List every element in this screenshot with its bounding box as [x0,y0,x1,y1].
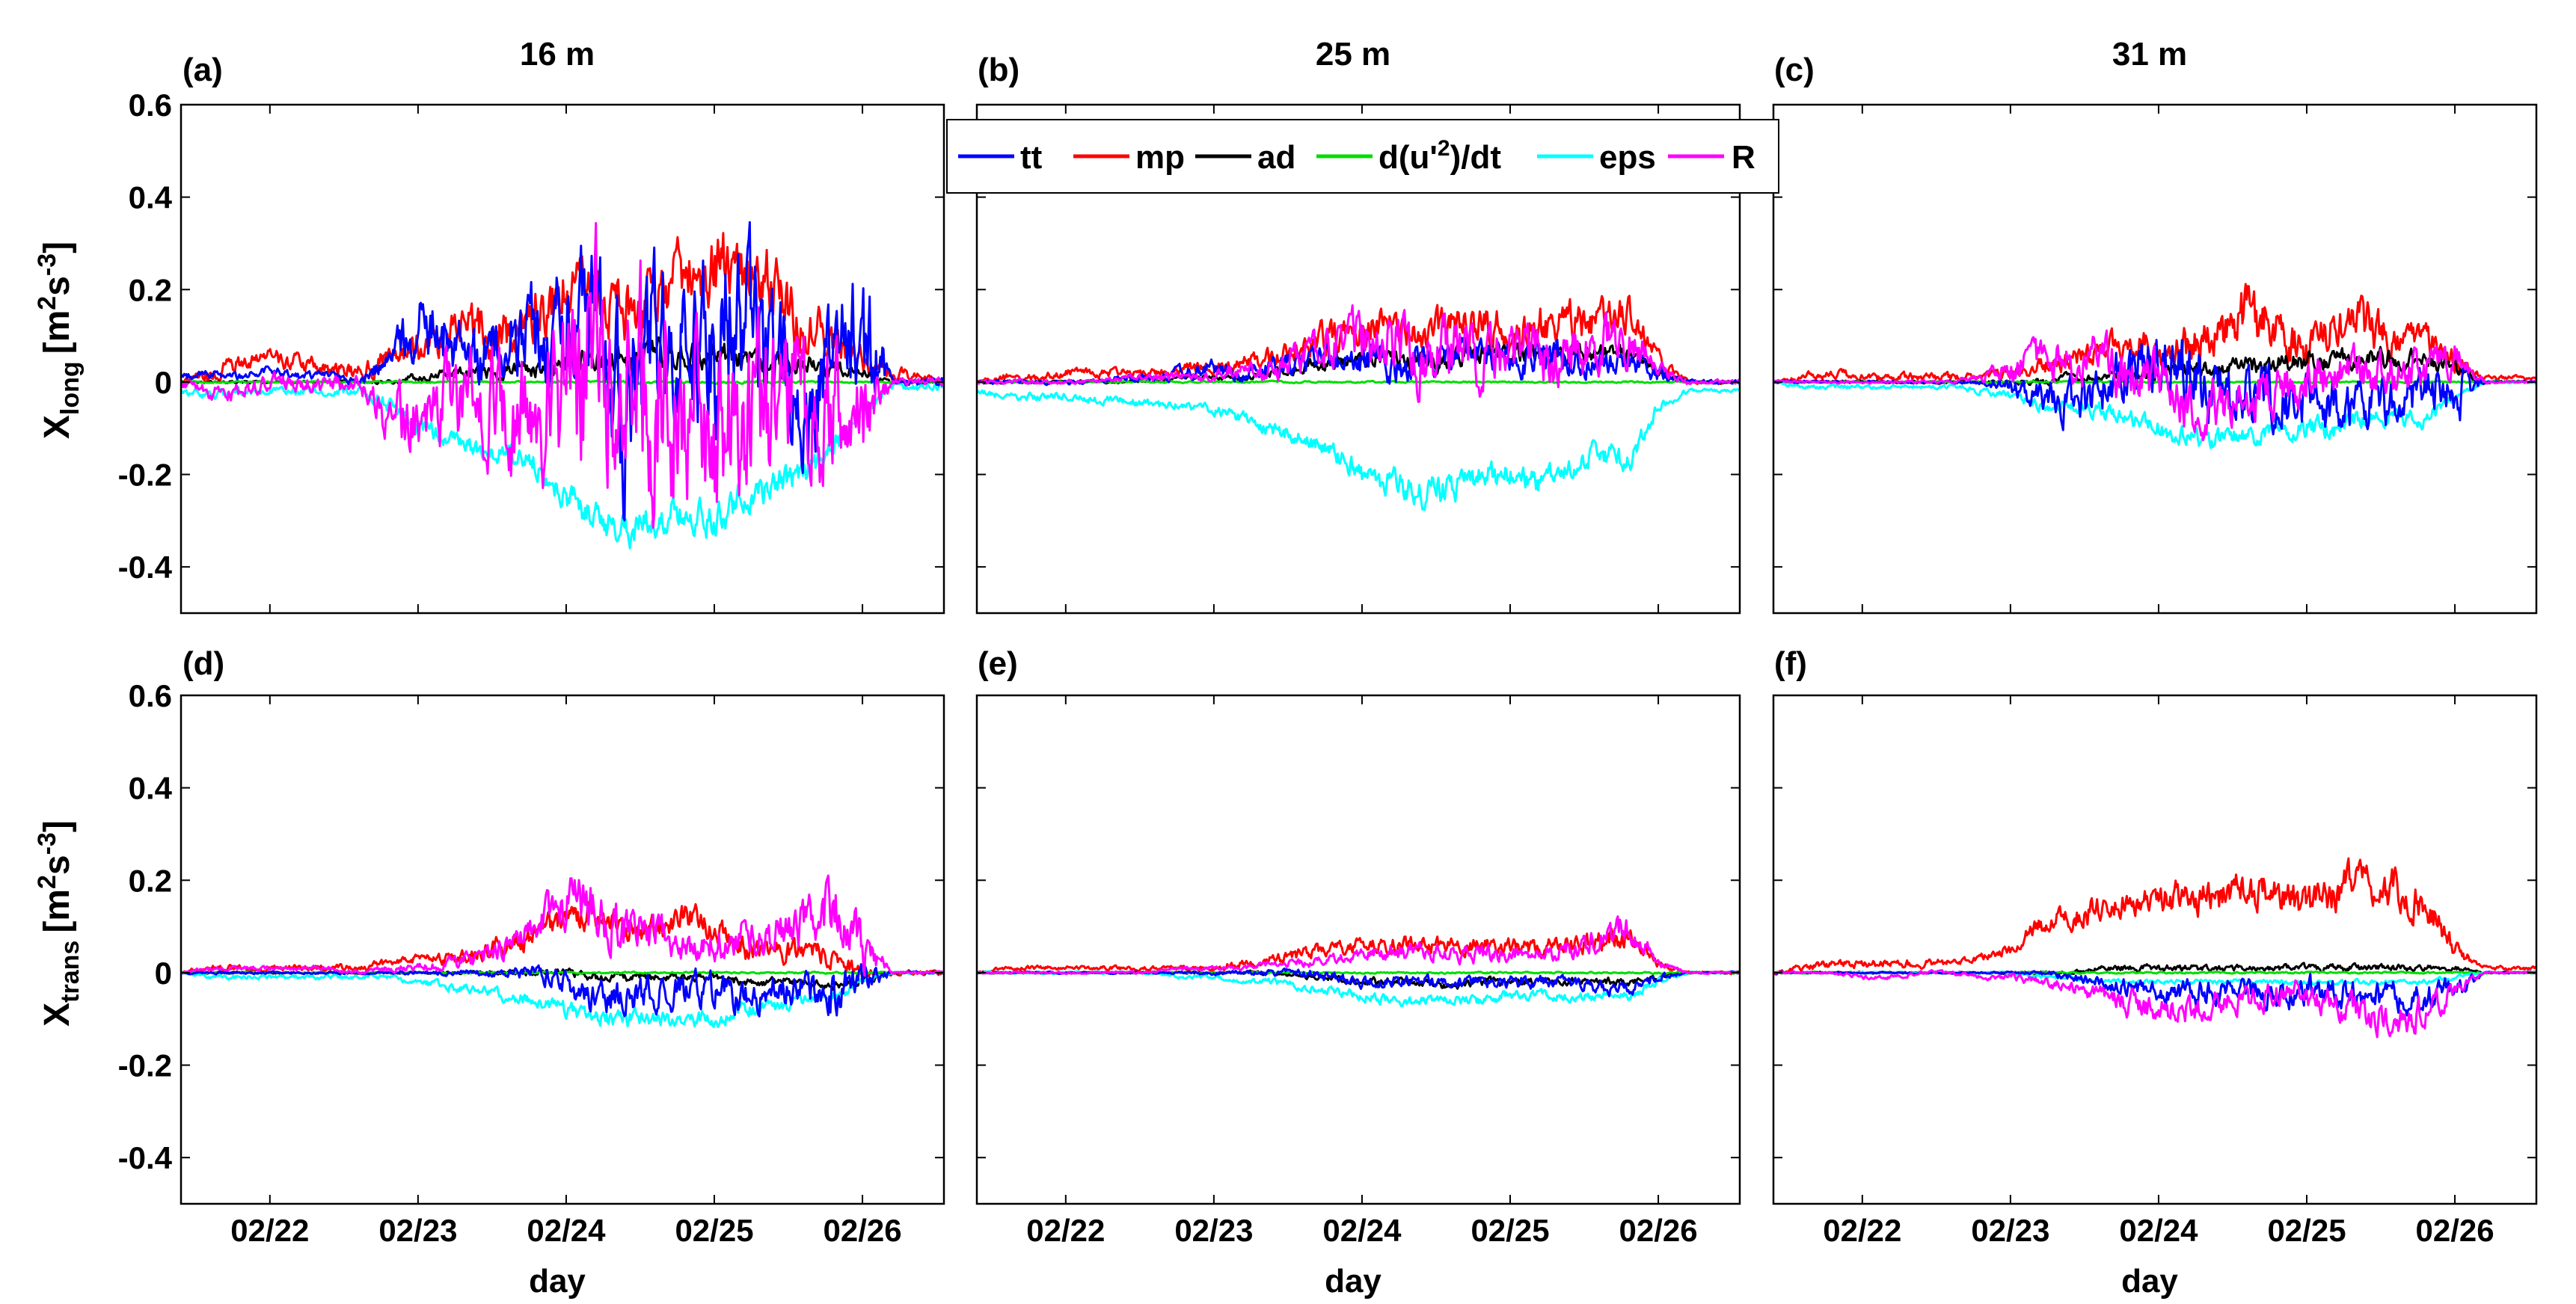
panels: 0.6 0.4 0.2 0 -0.2 -0.4 0.6 0.4 0.2 0 -0.2 -0.4 02/2… [118,87,2538,1248]
ylabel-bottom: Xtrans[m2s-3] [33,820,85,1027]
axes-frame-a [180,103,945,615]
xtick-label-d: 02/26 [824,1213,902,1248]
legend-label-eps: eps [1599,139,1656,176]
panel-f: 02/22 02/23 02/24 02/25 02/26 [1772,694,2538,1248]
xlabel-col2: day [1325,1263,1381,1300]
series-mp-e [977,926,1740,976]
plot-area-d [181,695,944,1204]
series-R-f [1773,969,2536,1039]
panel-label-a: (a) [183,52,223,88]
axes-frame-e [975,694,1741,1205]
legend-label-ad: ad [1257,139,1295,176]
ytick-label-a: 0.4 [129,180,173,215]
series-group-c [1773,283,2536,449]
column-title-25m: 25 m [1316,36,1390,73]
panel-a: 0.6 0.4 0.2 0 -0.2 -0.4 [118,87,945,615]
ytick-label-d: 0.2 [129,863,172,898]
series-tt-f [1773,970,2536,1017]
xtick-label-d: 02/24 [527,1213,606,1248]
series-mp-f [1773,857,2536,976]
xlabel-col1: day [529,1263,586,1300]
legend-label-tt: tt [1020,139,1043,176]
xtick-label-e: 02/22 [1026,1213,1105,1248]
axes-frame-c [1772,103,2538,615]
xtick-label-e: 02/26 [1619,1213,1698,1248]
xtick-label-f: 02/25 [2267,1213,2346,1248]
panel-label-e: (e) [978,645,1018,682]
series-R-e [977,915,1740,976]
ytick-label-d: -0.4 [118,1140,173,1175]
column-title-31m: 31 m [2112,36,2187,73]
ytick-label-a: 0 [155,365,172,400]
series-tt-b [977,336,1740,387]
ytick-label-d: 0 [155,956,172,991]
series-R-a [181,222,944,529]
legend: tt mp ad d(u'2)/dt eps R [946,119,1779,194]
xtick-label-e: 02/24 [1322,1213,1402,1248]
axes-frame-b [975,103,1741,615]
column-title-16m: 16 m [520,36,595,73]
series-tt-d [181,963,944,1018]
panel-label-c: (c) [1774,52,1815,88]
panel-label-f: (f) [1774,645,1807,682]
ytick-label-d: -0.2 [118,1048,172,1083]
axes-frame-f [1772,694,2538,1205]
panel-e: 02/22 02/23 02/24 02/25 02/26 [975,694,1741,1248]
series-R-b [977,304,1740,403]
xtick-label-f: 02/22 [1823,1213,1901,1248]
ytick-label-d: 0.4 [129,771,173,806]
legend-label-mp: mp [1135,139,1185,176]
axes-frame-d [180,694,945,1205]
xtick-label-e: 02/23 [1174,1213,1253,1248]
plot-area-e [977,695,1740,1204]
series-group-d [181,874,944,1028]
series-eps-c [1773,379,2536,449]
plot-area-f [1773,695,2536,1204]
legend-label-dudt: d(u'2)/dt [1379,136,1501,176]
series-R-c [1773,329,2536,442]
ylabel-top: Xlong[m2s-3] [33,242,85,439]
ytick-label-a: -0.2 [118,458,172,493]
series-R-d [181,874,944,977]
series-group-a [181,221,944,550]
ytick-label-a: 0.6 [129,87,172,123]
ytick-label-d: 0.6 [129,678,172,713]
xtick-label-d: 02/23 [378,1213,457,1248]
panel-label-b: (b) [978,52,1019,88]
panel-d: 0.6 0.4 0.2 0 -0.2 -0.4 02/22 02/23 02/24 02/25 02… [118,678,945,1248]
xtick-label-f: 02/23 [1971,1213,2049,1248]
ytick-label-a: 0.2 [129,272,172,307]
panel-label-d: (d) [183,645,224,682]
series-group-e [977,915,1740,1008]
series-mp-a [181,232,944,385]
ytick-label-a: -0.4 [118,550,173,585]
xtick-label-f: 02/24 [2119,1213,2198,1248]
legend-label-R: R [1732,139,1755,176]
xtick-label-d: 02/25 [675,1213,753,1248]
xlabel-col3: day [2121,1263,2178,1300]
series-eps-b [977,387,1740,511]
panel-c [1772,103,2538,615]
series-group-b [977,295,1740,511]
series-group-f [1773,857,2536,1039]
xtick-label-e: 02/25 [1471,1213,1549,1248]
xtick-label-d: 02/22 [230,1213,309,1248]
xtick-label-f: 02/26 [2416,1213,2494,1248]
